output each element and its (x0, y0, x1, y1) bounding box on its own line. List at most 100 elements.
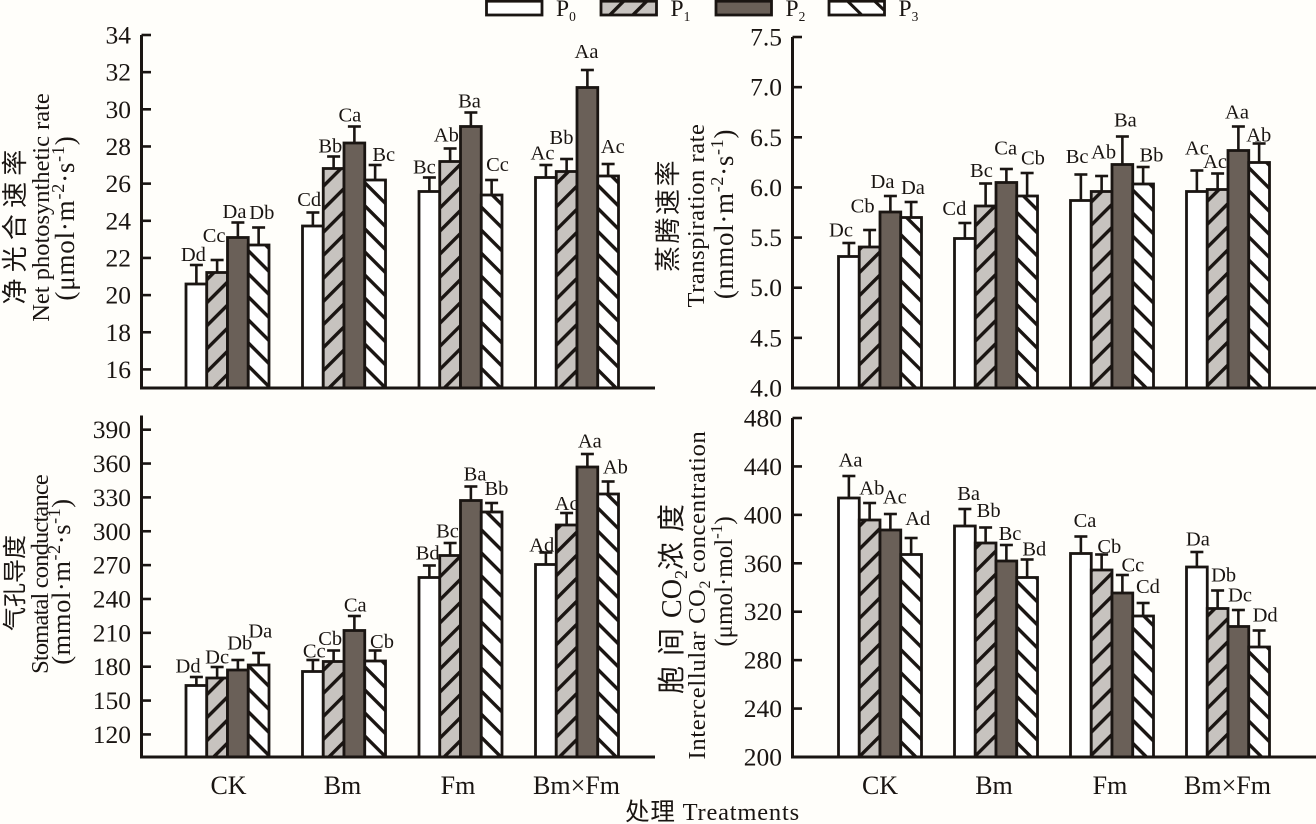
svg-text:Ab: Ab (434, 125, 459, 147)
svg-text:Bd: Bd (416, 543, 440, 565)
svg-text:CK: CK (210, 771, 246, 800)
svg-text:30: 30 (106, 95, 132, 124)
svg-text:Da: Da (248, 621, 272, 643)
svg-text:34: 34 (106, 21, 132, 50)
svg-text:200: 200 (744, 743, 782, 772)
svg-text:Ac: Ac (1203, 151, 1227, 173)
svg-text:Bb: Bb (550, 127, 574, 149)
svg-text:Bc: Bc (970, 160, 993, 182)
svg-text:Cc: Cc (303, 640, 326, 662)
svg-text:Ac: Ac (883, 487, 907, 509)
svg-text:22: 22 (106, 243, 132, 272)
svg-text:150: 150 (93, 686, 131, 715)
svg-text:Cb: Cb (851, 196, 875, 218)
svg-text:28: 28 (106, 132, 132, 161)
svg-text:5.5: 5.5 (750, 223, 782, 252)
svg-text:Da: Da (223, 201, 247, 223)
svg-text:5.0: 5.0 (750, 273, 782, 302)
svg-text:Cd: Cd (1136, 576, 1160, 598)
svg-text:(μmol·m-2·s-1): (μmol·m-2·s-1) (48, 135, 80, 300)
svg-text:(mmol·m-2·s-1): (mmol·m-2·s-1) (44, 498, 76, 665)
svg-text:CK: CK (862, 771, 898, 800)
svg-text:Fm: Fm (441, 771, 476, 800)
svg-text:360: 360 (744, 549, 782, 578)
svg-text:Bd: Bd (1022, 539, 1046, 561)
svg-text:16: 16 (106, 355, 132, 384)
svg-text:Bm: Bm (324, 771, 362, 800)
svg-text:Db: Db (227, 633, 252, 655)
svg-text:(mmol·m-2·s-1): (mmol·m-2·s-1) (707, 129, 739, 299)
svg-text:Ab: Ab (1091, 142, 1116, 164)
svg-text:Ba: Ba (464, 463, 487, 485)
svg-text:Ca: Ca (338, 105, 361, 127)
svg-text:Ad: Ad (529, 535, 554, 557)
svg-text:32: 32 (106, 58, 132, 87)
svg-text:180: 180 (93, 652, 131, 681)
svg-text:Cc: Cc (486, 154, 509, 176)
svg-text:Ba: Ba (957, 483, 980, 505)
svg-text:Bc: Bc (1066, 146, 1089, 168)
svg-text:Db: Db (1211, 564, 1236, 586)
svg-text:Ca: Ca (994, 137, 1017, 159)
svg-text:净光合速率: 净光合速率 (1, 143, 30, 304)
svg-text:440: 440 (744, 452, 782, 481)
svg-text:Transpiration rate: Transpiration rate (683, 124, 710, 308)
svg-text:Ac: Ac (1185, 138, 1209, 160)
svg-text:210: 210 (93, 618, 131, 647)
svg-text:Dc: Dc (205, 646, 229, 668)
svg-text:390: 390 (93, 415, 131, 444)
svg-text:Ab: Ab (859, 477, 884, 499)
svg-text:Aa: Aa (578, 431, 602, 453)
svg-text:18: 18 (106, 318, 132, 347)
svg-text:Ca: Ca (1074, 510, 1097, 532)
svg-text:Dd: Dd (181, 244, 206, 266)
svg-text:Da: Da (901, 177, 925, 199)
svg-text:Cb: Cb (370, 631, 394, 653)
svg-text:Aa: Aa (575, 41, 599, 63)
svg-text:处理 Treatments: 处理 Treatments (625, 798, 800, 824)
svg-text:Cb: Cb (1021, 147, 1045, 169)
svg-text:Bc: Bc (372, 144, 395, 166)
svg-text:Ac: Ac (531, 143, 555, 165)
svg-text:Bb: Bb (1139, 144, 1163, 166)
svg-text:400: 400 (744, 500, 782, 529)
svg-text:Ad: Ad (905, 508, 930, 530)
svg-text:120: 120 (93, 720, 131, 749)
svg-text:Bc: Bc (999, 523, 1022, 545)
svg-text:320: 320 (744, 597, 782, 626)
svg-text:Da: Da (871, 171, 895, 193)
svg-text:300: 300 (93, 517, 131, 546)
svg-text:Dd: Dd (176, 656, 201, 678)
svg-text:240: 240 (744, 694, 782, 723)
svg-text:24: 24 (106, 206, 132, 235)
svg-text:Cc: Cc (203, 225, 226, 247)
svg-text:Dd: Dd (1253, 605, 1278, 627)
svg-text:Ba: Ba (1114, 110, 1137, 132)
svg-text:Cb: Cb (1097, 536, 1121, 558)
svg-text:Bb: Bb (318, 136, 342, 158)
svg-text:Ca: Ca (344, 595, 367, 617)
svg-text:Ab: Ab (1246, 124, 1271, 146)
svg-text:20: 20 (106, 281, 132, 310)
svg-text:280: 280 (744, 646, 782, 675)
svg-text:Cb: Cb (318, 628, 342, 650)
svg-text:Dc: Dc (1228, 584, 1252, 606)
svg-text:Fm: Fm (1093, 771, 1128, 800)
svg-text:Dc: Dc (829, 219, 853, 241)
svg-text:4.0: 4.0 (750, 374, 782, 403)
svg-text:(μmol·mol-1): (μmol·mol-1) (707, 516, 738, 646)
svg-text:Cc: Cc (1121, 554, 1144, 576)
svg-text:Intercellular CO2 concentratio: Intercellular CO2 concentration (684, 430, 714, 759)
svg-text:Stomatal conductance: Stomatal conductance (27, 474, 54, 674)
svg-text:7.0: 7.0 (750, 73, 782, 102)
svg-text:480: 480 (744, 404, 782, 433)
svg-text:330: 330 (93, 483, 131, 512)
svg-text:Bb: Bb (484, 478, 508, 500)
svg-text:Net photosynthetic rate: Net photosynthetic rate (28, 93, 55, 322)
svg-text:Bm×Fm: Bm×Fm (533, 771, 620, 800)
svg-text:Ab: Ab (603, 456, 628, 478)
svg-text:7.5: 7.5 (750, 23, 782, 52)
svg-text:气孔导度: 气孔导度 (2, 535, 29, 631)
svg-text:Ac: Ac (601, 136, 625, 158)
svg-text:Cd: Cd (942, 198, 966, 220)
